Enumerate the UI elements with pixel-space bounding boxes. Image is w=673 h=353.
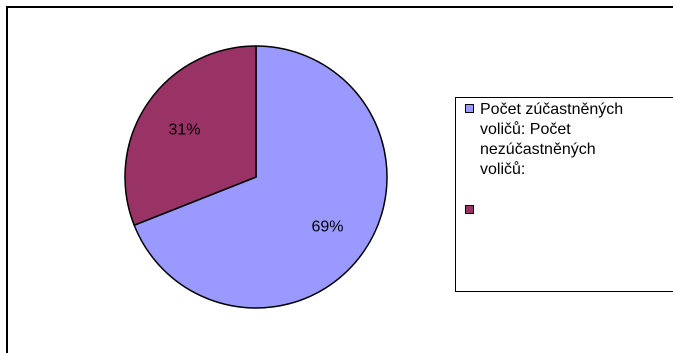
pie-slice-label-2: 31% [168,121,200,138]
pie-slice-1 [133,45,388,309]
pie-slices [124,45,388,309]
legend-text: Počet zúčastněných voličů: Počet nezúčas… [480,101,624,178]
pie-slice-2 [124,45,257,227]
legend [455,97,673,292]
legend-swatch-series-2 [465,205,474,214]
pie-slice-label-1: 69% [311,219,343,236]
legend-swatch-series-1 [465,104,474,113]
pie-labels: 69% 31% [168,121,343,235]
